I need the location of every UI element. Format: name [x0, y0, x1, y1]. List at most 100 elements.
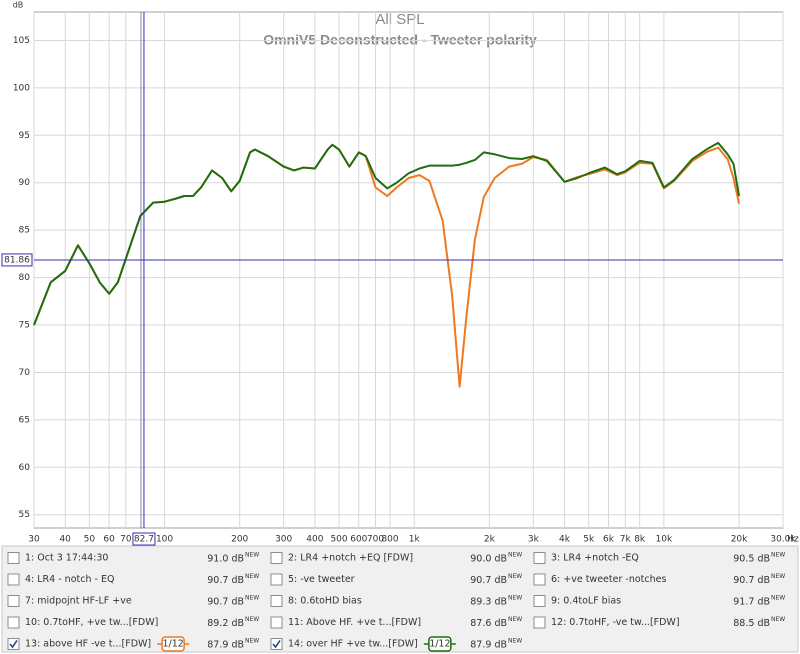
x-tick-label: 400 [306, 535, 323, 545]
smoothing-label: 1/12 [429, 639, 450, 650]
checkmark [9, 640, 18, 649]
y-tick-label: 90 [19, 178, 31, 188]
x-tick-label: 40 [59, 535, 71, 545]
checkbox[interactable] [7, 573, 20, 586]
x-axis-label: Hz [787, 535, 799, 545]
x-tick-label: 4k [559, 535, 571, 545]
legend-reading: 87.9 dB [207, 640, 244, 651]
y-tick-label: 70 [19, 368, 31, 378]
legend-reading: 90.0 dB [470, 554, 507, 565]
legend-item-name[interactable]: 5: -ve tweeter [288, 574, 355, 585]
legend-item-name[interactable]: 14: over HF +ve tw...[FDW] [288, 639, 418, 650]
y-tick-label: 55 [19, 510, 30, 520]
legend-item-name[interactable]: 4: LR4 - notch - EQ [25, 574, 114, 585]
checkbox[interactable] [7, 616, 20, 629]
legend-tag: NEW [508, 552, 522, 559]
checkbox[interactable] [7, 552, 20, 564]
legend-reading: 90.5 dB [733, 554, 770, 565]
x-tick-label: 3k [528, 535, 540, 545]
legend-reading: 91.0 dB [207, 554, 244, 565]
legend-reading: 90.7 dB [733, 575, 770, 586]
legend-reading: 90.7 dB [207, 575, 244, 586]
y-axis-label: dB [13, 1, 24, 10]
legend-item-name[interactable]: 9: 0.4toLF bias [551, 596, 621, 607]
x-tick-label: 1k [409, 535, 421, 545]
legend-tag: NEW [771, 616, 785, 623]
x-tick-label: 200 [231, 535, 248, 545]
legend-item-name[interactable]: 10: 0.7toHF, +ve tw...[FDW] [25, 617, 158, 628]
x-tick-label: 2k [484, 535, 496, 545]
legend-item-name[interactable]: 3: LR4 +notch -EQ [551, 553, 639, 564]
smoothing-badge [161, 636, 185, 652]
y-tick-label: 75 [19, 321, 30, 331]
x-tick-label: 10k [656, 535, 673, 545]
checkmark [272, 640, 281, 649]
plot-area [33, 11, 784, 529]
x-tick-label: 300 [275, 535, 292, 545]
legend-item-name[interactable]: 13: above HF -ve t...[FDW] [25, 639, 151, 650]
chart-title: All SPL [375, 11, 424, 28]
legend-tag: NEW [245, 595, 259, 602]
y-tick-label: 65 [19, 415, 30, 425]
x-tick-label: 700 [367, 535, 384, 545]
x-tick-label: 600 [350, 535, 367, 545]
legend-reading: 87.9 dB [470, 640, 507, 651]
legend-item-name[interactable]: 8: 0.6toHD bias [288, 596, 362, 607]
checkbox[interactable] [533, 552, 546, 564]
cursor-x-box [132, 532, 156, 546]
checkbox[interactable] [270, 638, 283, 650]
legend-tag: NEW [771, 573, 785, 580]
smoothing-label: 1/12 [162, 639, 183, 650]
legend-item-name[interactable]: 1: Oct 3 17:44:30 [25, 553, 108, 564]
checkbox[interactable] [533, 573, 546, 586]
legend-tag: NEW [771, 595, 785, 602]
x-tick-label: 30 [28, 535, 40, 545]
x-tick-label: 70 [120, 535, 132, 545]
checkbox[interactable] [270, 552, 283, 564]
y-tick-label: 100 [13, 83, 30, 93]
chart-subtitle: OmniV5 Deconstructed - Tweeter polarity [263, 32, 537, 48]
x-tick-label: 100 [156, 535, 173, 545]
legend-tag: NEW [245, 638, 259, 645]
legend-tag: NEW [508, 616, 522, 623]
x-tick-label: 30.0k [770, 535, 796, 545]
legend-tag: NEW [508, 573, 522, 580]
y-tick-label: 105 [13, 36, 30, 46]
legend-tag: NEW [245, 573, 259, 580]
checkbox[interactable] [7, 595, 20, 607]
x-tick-label: 60 [103, 535, 115, 545]
legend-item-name[interactable]: 7: midpojnt HF-LF +ve [25, 596, 132, 607]
legend-reading: 88.5 dB [733, 618, 770, 629]
x-tick-label: 7k [620, 535, 632, 545]
legend-tag: NEW [771, 552, 785, 559]
x-tick-label: 8k [634, 535, 646, 545]
y-tick-label: 85 [19, 226, 30, 236]
legend-reading: 89.2 dB [207, 618, 244, 629]
checkbox[interactable] [533, 616, 546, 629]
x-tick-label: 20k [731, 535, 748, 545]
legend-reading: 90.7 dB [207, 597, 244, 608]
legend-reading: 87.6 dB [470, 618, 507, 629]
legend-item-name[interactable]: 12: 0.7toHF, -ve tw...[FDW] [551, 617, 680, 628]
legend-panel [1, 545, 799, 653]
legend-reading: 89.3 dB [470, 597, 507, 608]
legend-item-name[interactable]: 2: LR4 +notch +EQ [FDW] [288, 553, 413, 564]
cursor-x-label: 82.7 [134, 535, 154, 545]
x-tick-label: 800 [381, 535, 398, 545]
legend-item-name[interactable]: 6: +ve tweeter -notches [551, 574, 666, 585]
series-line [33, 141, 741, 326]
checkbox[interactable] [533, 595, 546, 607]
x-tick-label: 500 [330, 535, 347, 545]
x-tick-label: 5k [583, 535, 595, 545]
legend-item-name[interactable]: 11: Above HF. +ve t...[FDW] [288, 617, 421, 628]
checkbox[interactable] [270, 616, 283, 629]
y-tick-label: 95 [19, 131, 30, 141]
legend-tag: NEW [245, 616, 259, 623]
checkbox[interactable] [270, 595, 283, 607]
legend-tag: NEW [245, 552, 259, 559]
x-tick-label: 50 [84, 535, 96, 545]
y-tick-label: 80 [19, 273, 31, 283]
checkbox[interactable] [270, 573, 283, 586]
checkbox[interactable] [7, 638, 20, 650]
